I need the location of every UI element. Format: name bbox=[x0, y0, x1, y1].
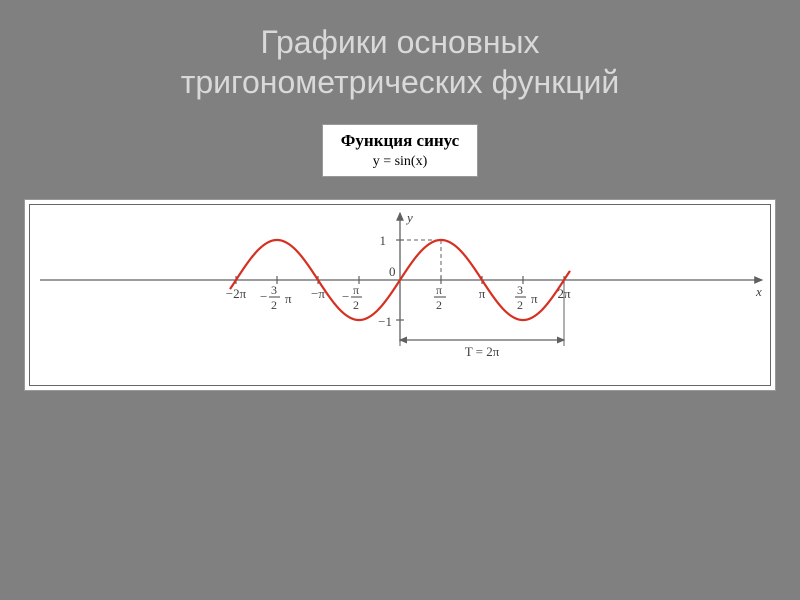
svg-text:1: 1 bbox=[380, 233, 387, 248]
function-name: Функция синус bbox=[341, 131, 459, 151]
svg-text:3: 3 bbox=[517, 283, 523, 297]
svg-text:2: 2 bbox=[353, 298, 359, 312]
svg-text:y: y bbox=[405, 210, 413, 225]
svg-text:−: − bbox=[342, 289, 349, 304]
svg-text:π: π bbox=[479, 286, 486, 301]
svg-text:2: 2 bbox=[517, 298, 523, 312]
sine-chart: yx01−1−2π−32π−π−π2π2π32π2πT = 2π bbox=[30, 205, 770, 385]
main-title-line2: тригонометрических функций bbox=[181, 64, 620, 100]
svg-text:0: 0 bbox=[389, 264, 396, 279]
function-formula: y = sin(x) bbox=[341, 154, 459, 170]
chart-container: yx01−1−2π−32π−π−π2π2π32π2πT = 2π bbox=[24, 199, 776, 391]
main-title-line1: Графики основных bbox=[260, 24, 539, 60]
svg-text:3: 3 bbox=[271, 283, 277, 297]
svg-text:2: 2 bbox=[436, 298, 442, 312]
svg-text:2: 2 bbox=[271, 298, 277, 312]
function-box: Функция синус y = sin(x) bbox=[322, 124, 478, 177]
svg-text:T = 2π: T = 2π bbox=[465, 344, 500, 359]
svg-text:−2π: −2π bbox=[226, 286, 247, 301]
svg-text:x: x bbox=[755, 284, 762, 299]
svg-text:−: − bbox=[260, 289, 267, 304]
svg-text:π: π bbox=[436, 283, 442, 297]
svg-text:π: π bbox=[531, 291, 538, 306]
svg-text:−1: −1 bbox=[378, 314, 392, 329]
svg-text:π: π bbox=[353, 283, 359, 297]
svg-text:π: π bbox=[285, 291, 292, 306]
